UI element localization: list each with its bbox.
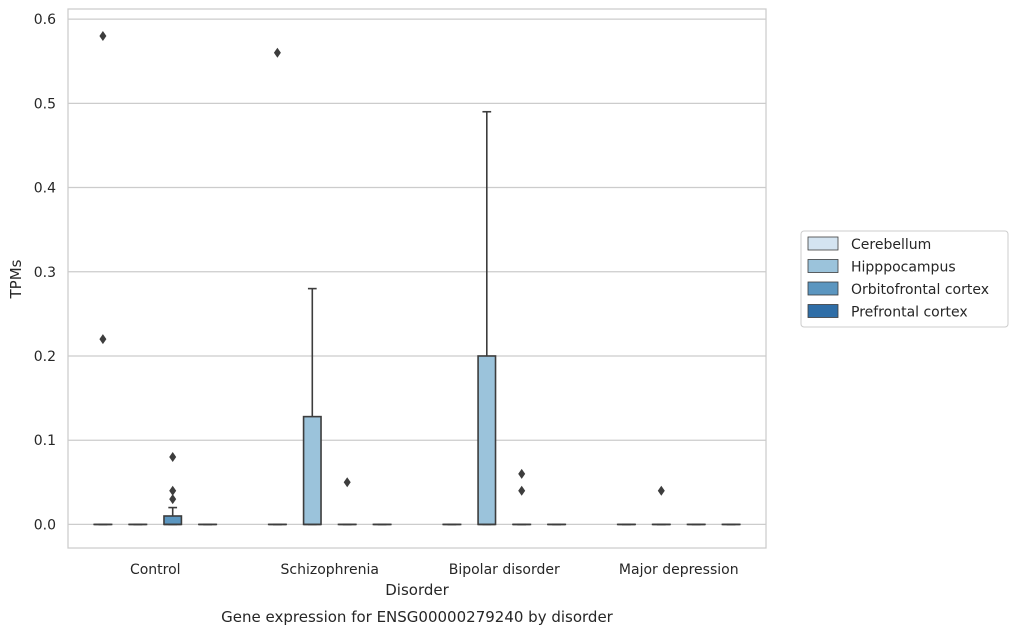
outlier-marker [657,485,665,496]
chart-title: Gene expression for ENSG00000279240 by d… [221,608,614,626]
box-0-0 [93,30,113,526]
box-body [163,515,183,526]
box-body [477,355,497,526]
outlier-marker [273,47,281,58]
legend-label: Orbitofrontal cortex [851,282,989,298]
legend-frame [800,230,1009,328]
box-2-0 [163,452,183,526]
y-tick-label: 0.5 [34,96,56,112]
legend-swatch [807,281,839,296]
y-tick-label: 0.6 [34,12,56,28]
box-1-3 [651,485,671,526]
outlier-marker [169,494,177,505]
box-body [302,415,322,526]
outlier-marker [169,485,177,496]
y-axis-label: TPMs [7,259,25,299]
x-tick-labels: Control Schizophrenia Bipolar disorder Majo… [130,562,739,578]
outlier-marker [518,485,526,496]
y-tick-label: 0.4 [34,181,56,197]
y-tick-labels: 0.0 0.1 0.2 0.3 0.4 0.5 0.6 [34,12,56,533]
outlier-marker [99,30,107,41]
y-tick-label: 0.2 [34,349,56,365]
box-2-1 [337,477,357,526]
legend-label: Hipppocampus [851,260,956,276]
outlier-marker [99,334,107,345]
legend-swatch [807,304,839,318]
legend-swatch [807,259,839,273]
y-tick-label: 0.3 [34,265,56,281]
y-tick-label: 0.1 [34,433,56,449]
legend-swatch [807,236,839,251]
outlier-marker [169,452,177,463]
outlier-marker [518,468,526,479]
box-1-1 [302,287,322,526]
x-axis-label: Disorder [385,581,449,599]
outlier-marker [343,477,351,488]
plot-area-frame [67,8,767,549]
box-2-2 [512,468,532,526]
legend-label: Cerebellum [851,237,931,253]
legend-label: Prefrontal cortex [851,305,968,321]
legend: Cerebellum Hipppocampus Orbitofrontal cort… [800,230,1009,328]
boxes-layer [93,30,741,526]
box-1-2 [477,110,497,526]
box-0-1 [267,47,287,526]
x-tick-label: Control [130,562,181,578]
x-tick-label: Bipolar disorder [449,562,560,578]
x-tick-label: Major depression [619,562,739,578]
y-tick-label: 0.0 [34,517,56,533]
x-tick-label: Schizophrenia [281,562,379,578]
grid-layer [68,18,766,526]
